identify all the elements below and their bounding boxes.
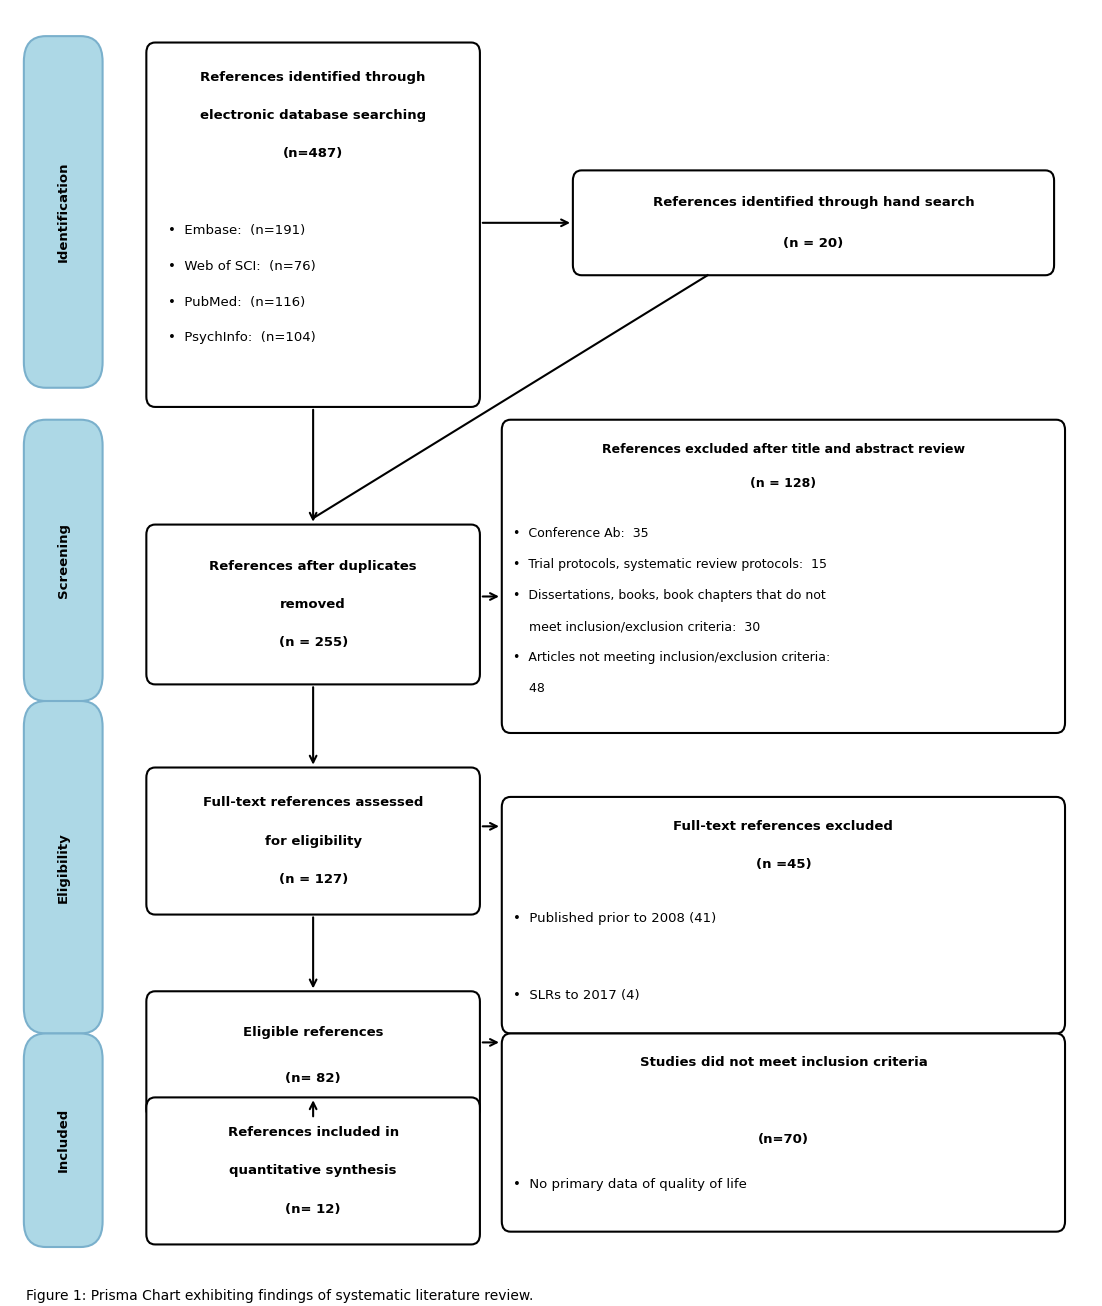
FancyBboxPatch shape [573,170,1055,276]
Text: (n =45): (n =45) [756,858,811,871]
FancyBboxPatch shape [24,37,102,388]
Text: •  PubMed:  (n=116): • PubMed: (n=116) [169,295,305,308]
Text: Eligible references: Eligible references [242,1025,383,1038]
Text: References identified through hand search: References identified through hand searc… [652,196,974,209]
Text: (n = 255): (n = 255) [279,636,348,649]
FancyBboxPatch shape [147,43,479,407]
Text: 48: 48 [512,683,544,696]
Text: Screening: Screening [56,522,69,598]
Text: quantitative synthesis: quantitative synthesis [229,1165,397,1178]
Text: References excluded after title and abstract review: References excluded after title and abst… [602,443,965,456]
FancyBboxPatch shape [501,797,1065,1033]
Text: electronic database searching: electronic database searching [201,108,426,121]
Text: •  Trial protocols, systematic review protocols:  15: • Trial protocols, systematic review pro… [512,558,826,571]
Text: •  Published prior to 2008 (41): • Published prior to 2008 (41) [512,912,716,925]
Text: Eligibility: Eligibility [56,832,69,902]
Text: Figure 1: Prisma Chart exhibiting findings of systematic literature review.: Figure 1: Prisma Chart exhibiting findin… [26,1289,533,1303]
Text: (n = 127): (n = 127) [279,872,348,885]
Text: meet inclusion/exclusion criteria:  30: meet inclusion/exclusion criteria: 30 [512,620,760,633]
FancyBboxPatch shape [24,701,102,1033]
FancyBboxPatch shape [147,1097,479,1245]
Text: References included in: References included in [228,1126,399,1139]
Text: •  PsychInfo:  (n=104): • PsychInfo: (n=104) [169,332,316,345]
FancyBboxPatch shape [501,1033,1065,1232]
Text: for eligibility: for eligibility [264,835,361,848]
Text: References identified through: References identified through [201,71,425,84]
Text: •  SLRs to 2017 (4): • SLRs to 2017 (4) [512,989,639,1002]
Text: •  Embase:  (n=191): • Embase: (n=191) [169,225,305,238]
Text: References after duplicates: References after duplicates [209,560,417,572]
FancyBboxPatch shape [147,768,479,914]
Text: Included: Included [56,1107,69,1173]
Text: removed: removed [280,598,346,611]
Text: (n= 12): (n= 12) [285,1203,341,1216]
Text: •  Web of SCI:  (n=76): • Web of SCI: (n=76) [169,260,316,273]
Text: Full-text references excluded: Full-text references excluded [673,820,894,833]
Text: (n=487): (n=487) [283,148,343,161]
Text: (n= 82): (n= 82) [285,1072,341,1085]
FancyBboxPatch shape [24,419,102,701]
Text: (n=70): (n=70) [758,1134,809,1147]
Text: •  Articles not meeting inclusion/exclusion criteria:: • Articles not meeting inclusion/exclusi… [512,652,830,665]
FancyBboxPatch shape [147,991,479,1119]
Text: •  No primary data of quality of life: • No primary data of quality of life [512,1178,746,1191]
Text: Identification: Identification [56,162,69,263]
Text: •  Conference Ab:  35: • Conference Ab: 35 [512,528,648,541]
Text: (n = 128): (n = 128) [750,477,817,490]
FancyBboxPatch shape [147,525,479,684]
Text: (n = 20): (n = 20) [784,236,844,249]
Text: Studies did not meet inclusion criteria: Studies did not meet inclusion criteria [639,1057,927,1070]
FancyBboxPatch shape [24,1033,102,1247]
Text: •  Dissertations, books, book chapters that do not: • Dissertations, books, book chapters th… [512,589,825,602]
Text: Full-text references assessed: Full-text references assessed [203,797,423,810]
FancyBboxPatch shape [501,419,1065,733]
